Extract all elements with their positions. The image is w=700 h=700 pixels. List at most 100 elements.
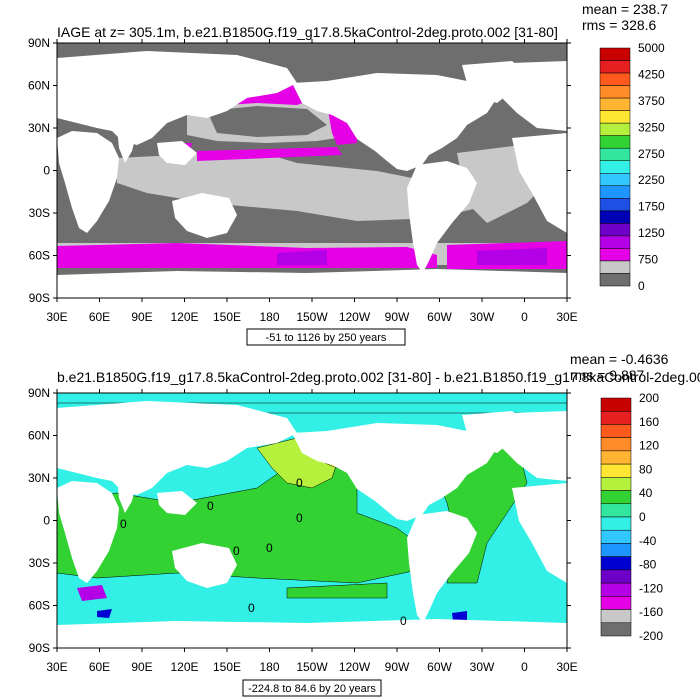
panel2-colorbar-swatch (600, 450, 632, 465)
panel1-colorbar-swatch (599, 173, 631, 187)
panel1-colorbar-swatch (599, 147, 631, 161)
panel2-rms: rms = 9.887 (570, 367, 645, 383)
panel2-colorbar-label: -160 (639, 605, 663, 619)
panel1-colorbar-swatch (599, 210, 631, 224)
panel1-xtick-label: 0 (521, 310, 528, 324)
panel2-colorbar-swatch (600, 596, 632, 610)
panel1-colorbar-swatch (599, 198, 631, 212)
panel1-colorbar-label: 1250 (638, 226, 665, 240)
panel1-magenta-south (57, 243, 437, 268)
panel2-ytick-label: 60S (29, 599, 50, 613)
panel1-xtick-label: 120E (170, 310, 198, 324)
panel1-colorbar-swatch (599, 110, 631, 124)
panel1-colorbar-swatch (599, 160, 631, 174)
panel2-xtick-label: 90E (131, 660, 152, 674)
panel2-colorbar-swatch (600, 397, 632, 412)
panel2-colorbar-label: 120 (639, 439, 659, 453)
panel1-colorbar-label: 750 (638, 253, 658, 267)
panel2-xtick-label: 150E (213, 660, 241, 674)
panel1-ytick-label: 90N (28, 36, 50, 50)
panel1-xtick-label: 150E (213, 310, 241, 324)
panel2-xtick-label: 30W (470, 660, 495, 674)
panel2-green-south (286, 582, 388, 599)
panel1-title: IAGE at z= 305.1m, b.e21.B1850G.f19_g17.… (57, 24, 558, 40)
panel1-tropical-band (117, 151, 497, 221)
panel1-purple-south (277, 248, 547, 265)
panel1-ytick-label: 60S (29, 249, 50, 263)
panel2-axes: 90N 60N 30N 0 30S 60S 90S 30E 60E 90E 120E 150E 180 1… (28, 386, 578, 674)
panel1-range-label: -51 to 1126 by 250 years (266, 332, 387, 344)
panel2-colorbar: 200 160 120 80 40 0 -40 -80 -120 -160 -200 (600, 391, 663, 643)
panel2-xtick-label: 90W (385, 660, 410, 674)
contour-label: 0 (266, 541, 273, 555)
panel2-xtick-label: 30E (556, 660, 577, 674)
panel1-colorbar-label: 3750 (638, 94, 665, 108)
panel1-colorbar-swatch (599, 235, 631, 249)
contour-label: 0 (233, 544, 240, 558)
contour-label: 0 (296, 476, 303, 490)
panel1-xtick-label: 60E (89, 310, 110, 324)
panel2-range-label: -224.8 to 84.6 by 20 years (248, 683, 376, 695)
panel1-colorbar-swatch (599, 60, 631, 74)
panel1-xtick-label: 90W (385, 310, 410, 324)
panel2-colorbar-label: 160 (639, 415, 659, 429)
panel1-colorbar-swatch (599, 47, 631, 61)
contour-label: 0 (120, 517, 127, 531)
panel2-ytick-label: 60N (28, 429, 50, 443)
panel2-mean: mean = -0.4636 (570, 351, 669, 367)
panel1-colorbar-swatch (599, 273, 631, 287)
contour-label: 0 (400, 614, 407, 628)
panel2-colorbar-swatch (600, 556, 632, 571)
panel2-ytick-label: 90N (28, 386, 50, 400)
panel1-colorbar-label: 2750 (638, 147, 665, 161)
panel1-colorbar-swatch (599, 223, 631, 237)
panel1-xtick-label: 150W (296, 310, 328, 324)
panel2-colorbar-swatch (600, 424, 632, 438)
contour-label: 0 (207, 499, 214, 513)
panel2-xtick-label: 60W (427, 660, 452, 674)
panel1-colorbar-swatch (599, 260, 631, 274)
panel1-range-box (246, 328, 406, 346)
panel1-colorbar-label: 3250 (638, 120, 665, 134)
panel2-ytick-label: 30S (29, 556, 50, 570)
panel2-colorbar-swatch (600, 503, 632, 518)
panel2-title: b.e21.B1850G.f19_g17.8.5kaControl-2deg.p… (57, 369, 700, 385)
panel2-xtick-label: 30E (46, 660, 67, 674)
panel1-colorbar-swatch (599, 248, 631, 262)
panel1-mean: mean = 238.7 (582, 1, 668, 17)
panel1-xtick-label: 30E (46, 310, 67, 324)
panel2-green-main (57, 437, 428, 584)
panel2-xtick-label: 120W (339, 660, 371, 674)
panel2-contour-labels: 0 0 0 0 0 0 0 0 (120, 476, 407, 628)
panel2-colorbar-swatch (600, 516, 632, 531)
panel1-colorbar-label: 2250 (638, 173, 665, 187)
panel2-colorbar-label: -120 (639, 581, 663, 595)
panel2-colorbar-label: 0 (639, 510, 646, 524)
panel2-ytick-label: 90S (29, 641, 50, 655)
panel1-axes: 90N 60N 30N 0 30S 60S 90S 30E 60E 90E 120E 150E 180 1… (28, 36, 578, 324)
panel1-colorbar-swatch (599, 185, 631, 199)
panel2-purple-south (77, 585, 107, 601)
panel1-xtick-label: 120W (339, 310, 371, 324)
panel1-colorbar-swatch (599, 72, 631, 86)
contour-label: 0 (296, 511, 303, 525)
panel2-colorbar-swatch (600, 543, 632, 557)
panel2-xtick-label: 120E (170, 660, 198, 674)
panel1-colorbar-swatch (599, 122, 631, 136)
panel1-map (57, 43, 567, 298)
panel2-colorbar-label: -40 (639, 534, 657, 548)
panel2-colorbar-swatch (600, 410, 632, 425)
panel1-colorbar-swatch (599, 135, 631, 149)
panel1-colorbar-swatch (599, 97, 631, 111)
panel2-ytick-label: 30N (28, 471, 50, 485)
panel1-ytick-label: 60N (28, 79, 50, 93)
panel1-xtick-label: 180 (259, 310, 279, 324)
contour-label: 0 (248, 601, 255, 615)
panel2-range-box (242, 679, 382, 697)
panel2-colorbar-swatch (600, 529, 632, 544)
panel2-xtick-label: 60E (89, 660, 110, 674)
panel1-ytick-label: 30S (29, 206, 50, 220)
panel2-colorbar-label: 80 (639, 462, 653, 476)
panel1-ytick-label: 90S (29, 291, 50, 305)
